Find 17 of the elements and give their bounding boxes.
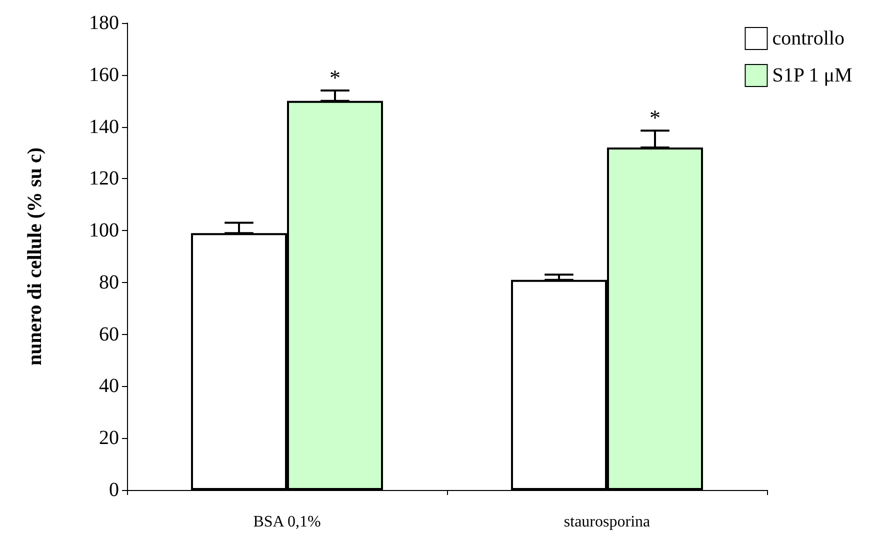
y-axis-title: nunero di cellule (% su c) [24, 148, 46, 366]
y-tick-label: 140 [89, 116, 119, 138]
annotation: * [330, 64, 340, 90]
y-tick-label: 40 [99, 375, 119, 398]
y-tick-label: 20 [99, 427, 119, 450]
y-tick-label: 0 [109, 479, 119, 501]
y-tick-label: 160 [89, 64, 119, 86]
x-tick-label: staurosporina [564, 514, 650, 530]
y-tick-label: 180 [89, 12, 119, 34]
y-tick-label: 60 [99, 323, 119, 346]
x-tick-label: BSA 0,1% [253, 514, 321, 530]
y-tick-label: 100 [89, 220, 119, 242]
y-tick-label: 120 [89, 168, 119, 190]
y-tick-label: 80 [99, 271, 119, 294]
legend-label: S1P 1 μM [772, 64, 852, 86]
legend-label: controllo [772, 28, 844, 50]
annotation: * [650, 105, 660, 130]
